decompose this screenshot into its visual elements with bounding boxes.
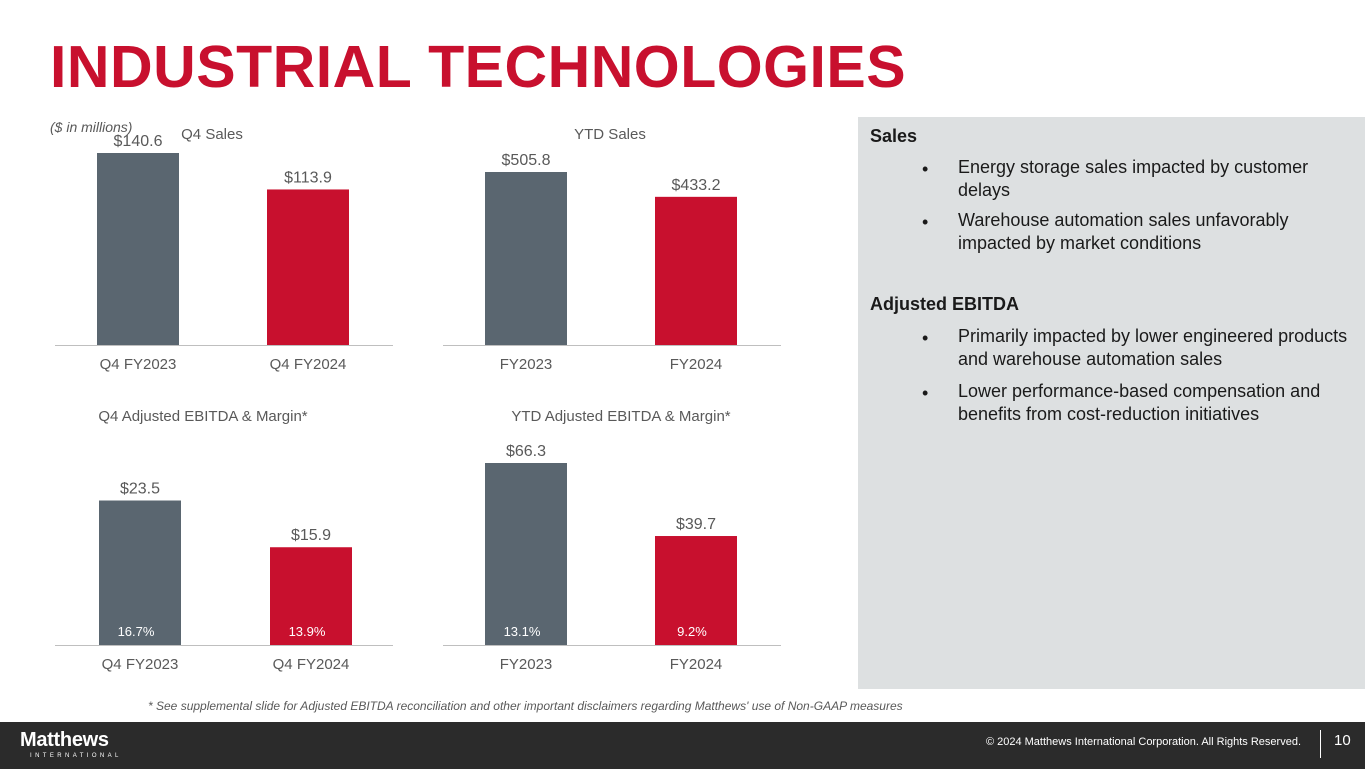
ebitda-heading: Adjusted EBITDA	[870, 294, 1020, 314]
sales-heading: Sales	[870, 126, 918, 146]
chart-svg: Q4 Sales $140.6 Q4 FY2023 $113.9 Q4 FY2024	[55, 126, 393, 373]
chart-svg: YTD Sales $505.8 FY2023 $433.2 FY2024	[443, 126, 781, 373]
data-label: $66.3	[506, 443, 546, 460]
margin-label: 13.9%	[289, 624, 326, 639]
data-label: $15.9	[291, 527, 331, 544]
bar-prior-year	[485, 463, 567, 645]
sales-bullet-1: Energy storage sales impacted by custome…	[958, 157, 1309, 200]
footer-divider	[1320, 730, 1321, 758]
chart-title: YTD Adjusted EBITDA & Margin*	[511, 408, 730, 425]
chart-ytd-ebitda: YTD Adjusted EBITDA & Margin* $66.3 13.1% F…	[443, 398, 783, 683]
bullet-icon: •	[922, 383, 929, 403]
chart-ytd-sales: YTD Sales $505.8 FY2023 $433.2 FY2024	[443, 117, 783, 382]
category-label: FY2024	[670, 656, 723, 673]
commentary-panel: Sales • Energy storage sales impacted by…	[858, 117, 1365, 689]
copyright: © 2024 Matthews International Corporatio…	[985, 736, 1301, 748]
footer: Matthews INTERNATIONAL © 2024 Matthews I…	[0, 722, 1365, 769]
ebitda-bullet-1: Primarily impacted by lower engineered p…	[958, 326, 1348, 369]
bar-current-year	[655, 536, 737, 645]
page-title: INDUSTRIAL TECHNOLOGIES	[50, 34, 907, 100]
sales-bullet-2: Warehouse automation sales unfavorably i…	[958, 210, 1289, 253]
bullet-icon: •	[922, 328, 929, 348]
margin-label: 9.2%	[677, 624, 707, 639]
chart-title: YTD Sales	[574, 126, 646, 143]
data-label: $39.7	[676, 516, 716, 533]
chart-title: Q4 Adjusted EBITDA & Margin*	[98, 408, 307, 425]
category-label: Q4 FY2024	[273, 656, 350, 673]
category-label: Q4 FY2023	[100, 356, 177, 373]
margin-label: 13.1%	[504, 624, 541, 639]
matthews-logo-subtitle: INTERNATIONAL	[30, 753, 122, 759]
bar-current-year	[270, 547, 352, 645]
chart-q4-sales: Q4 Sales $140.6 Q4 FY2023 $113.9 Q4 FY2024	[55, 117, 395, 382]
data-label: $113.9	[284, 169, 332, 186]
bullet-icon: •	[922, 159, 929, 179]
bullet-icon: •	[922, 212, 929, 232]
data-label: $505.8	[502, 152, 551, 169]
footnote: * See supplemental slide for Adjusted EB…	[148, 699, 903, 713]
chart-q4-ebitda: Q4 Adjusted EBITDA & Margin* $23.5 16.7% Q4…	[55, 398, 395, 683]
bar-prior-year	[485, 172, 567, 345]
page-number: 10	[1334, 732, 1351, 749]
margin-label: 16.7%	[118, 624, 155, 639]
units-note: ($ in millions)	[50, 119, 133, 135]
matthews-logo: Matthews	[20, 729, 109, 751]
data-label: $140.6	[114, 133, 163, 150]
chart-svg: Q4 Adjusted EBITDA & Margin* $23.5 16.7% Q4…	[55, 408, 393, 673]
bar-prior-year	[97, 153, 179, 345]
data-label: $23.5	[120, 481, 160, 498]
chart-title: Q4 Sales	[181, 126, 243, 143]
category-label: FY2024	[670, 356, 723, 373]
category-label: Q4 FY2023	[102, 656, 179, 673]
ebitda-bullet-2: Lower performance-based compensation and…	[958, 381, 1321, 424]
category-label: FY2023	[500, 656, 553, 673]
category-label: Q4 FY2024	[270, 356, 347, 373]
bar-prior-year	[99, 500, 181, 645]
chart-svg: YTD Adjusted EBITDA & Margin* $66.3 13.1% F…	[443, 408, 781, 673]
bar-current-year	[655, 196, 737, 345]
bar-current-year	[267, 189, 349, 345]
data-label: $433.2	[672, 177, 721, 194]
category-label: FY2023	[500, 356, 553, 373]
